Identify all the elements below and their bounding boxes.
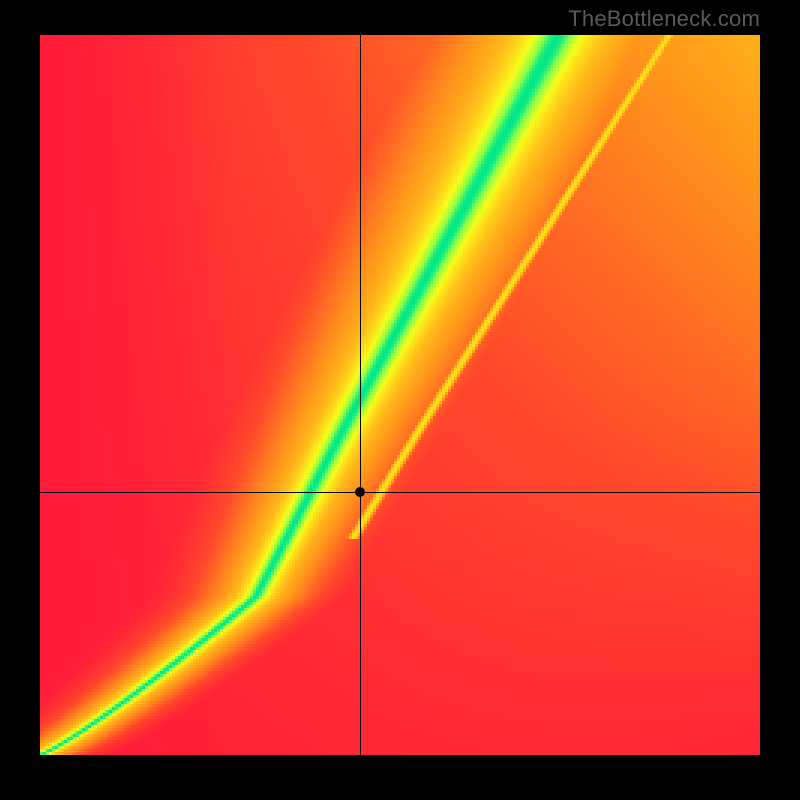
crosshair-horizontal [40,492,760,493]
crosshair-vertical [360,35,361,755]
watermark-text: TheBottleneck.com [568,6,760,32]
plot-area [40,35,760,755]
crosshair-marker [355,487,365,497]
figure-root: TheBottleneck.com [0,0,800,800]
heatmap-canvas [40,35,760,755]
